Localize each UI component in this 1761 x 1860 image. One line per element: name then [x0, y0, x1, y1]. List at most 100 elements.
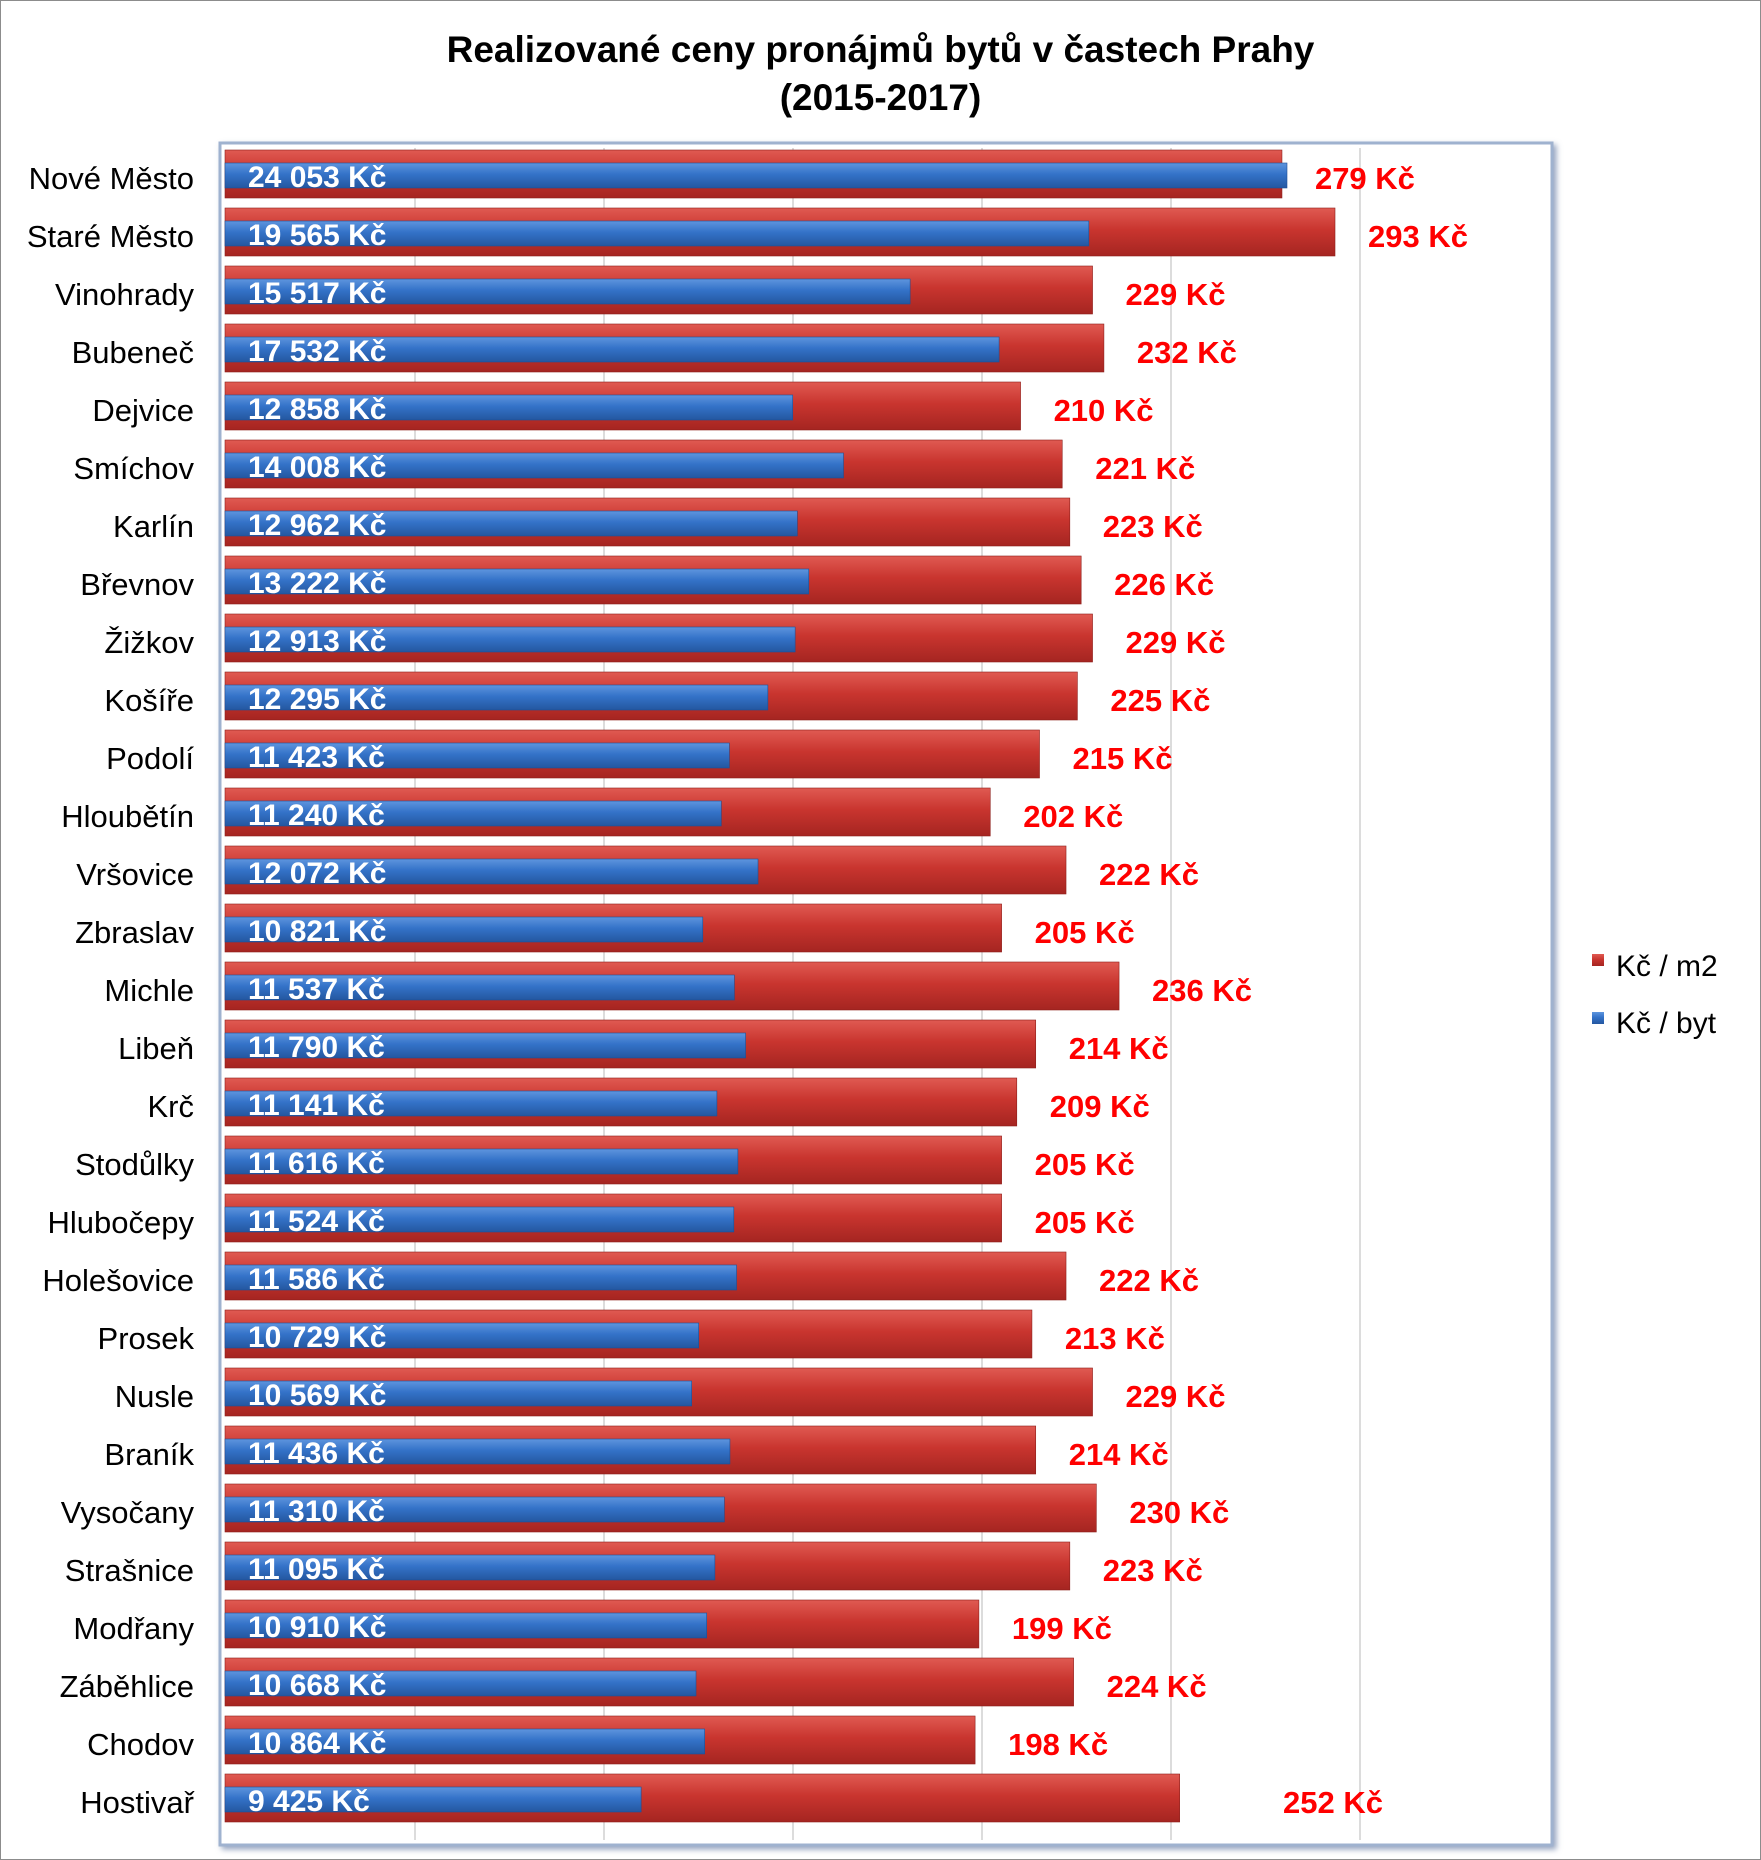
value-label-m2: 199 Kč	[1012, 1611, 1112, 1646]
category-label: Braník	[104, 1437, 194, 1472]
category-label: Modřany	[73, 1611, 194, 1646]
value-label-byt: 11 310 Kč	[248, 1495, 385, 1528]
value-label-byt: 11 095 Kč	[248, 1553, 385, 1586]
value-label-m2: 205 Kč	[1035, 1147, 1135, 1182]
value-label-byt: 12 962 Kč	[248, 509, 386, 542]
legend-swatch-m2	[1592, 954, 1604, 966]
bar-byt	[224, 394, 794, 421]
bar-byt	[224, 858, 759, 885]
value-label-m2: 215 Kč	[1073, 741, 1173, 776]
bar-byt	[224, 510, 798, 537]
value-label-m2: 209 Kč	[1050, 1089, 1150, 1124]
value-label-m2: 223 Kč	[1103, 509, 1203, 544]
category-label: Dejvice	[92, 393, 194, 428]
value-label-byt: 12 295 Kč	[248, 683, 386, 716]
value-label-m2: 225 Kč	[1110, 683, 1210, 718]
bar-byt	[224, 162, 1288, 189]
category-label: Bubeneč	[72, 335, 194, 370]
value-label-m2: 205 Kč	[1035, 915, 1135, 950]
labels: Nové Město 24 053 Kč 279 Kč Staré Město 19 5…	[27, 161, 1468, 1820]
value-label-byt: 11 240 Kč	[248, 799, 385, 832]
value-label-byt: 11 524 Kč	[248, 1205, 385, 1238]
bar-byt	[224, 1728, 705, 1755]
value-label-m2: 223 Kč	[1103, 1553, 1203, 1588]
category-label: Vinohrady	[55, 277, 195, 312]
value-label-m2: 202 Kč	[1023, 799, 1123, 834]
category-label: Záběhlice	[60, 1669, 194, 1704]
value-label-byt: 19 565 Kč	[248, 219, 386, 252]
value-label-byt: 13 222 Kč	[248, 567, 386, 600]
category-label: Krč	[148, 1089, 195, 1124]
category-label: Smíchov	[73, 451, 194, 486]
value-label-byt: 11 586 Kč	[248, 1263, 385, 1296]
value-label-byt: 11 423 Kč	[248, 741, 385, 774]
legend-label-m2: Kč / m2	[1616, 950, 1718, 983]
bar-byt	[224, 568, 810, 595]
value-label-m2: 214 Kč	[1069, 1031, 1169, 1066]
value-label-m2: 222 Kč	[1099, 1263, 1199, 1298]
legend-label-byt: Kč / byt	[1616, 1007, 1717, 1040]
value-label-byt: 12 858 Kč	[248, 393, 386, 426]
value-label-m2: 214 Kč	[1069, 1437, 1169, 1472]
chart-subtitle: (2015-2017)	[779, 77, 982, 118]
value-label-byt: 15 517 Kč	[248, 277, 386, 310]
category-label: Košíře	[104, 683, 194, 718]
value-label-m2: 224 Kč	[1107, 1669, 1207, 1704]
bar-byt	[224, 1264, 737, 1291]
value-label-m2: 222 Kč	[1099, 857, 1199, 892]
bar-byt	[224, 220, 1090, 247]
category-label: Podolí	[106, 741, 194, 776]
value-label-m2: 229 Kč	[1126, 1379, 1226, 1414]
bar-byt	[224, 1438, 731, 1465]
value-label-byt: 9 425 Kč	[248, 1785, 370, 1818]
bar-byt	[224, 1148, 739, 1175]
bar-byt	[224, 1032, 746, 1059]
value-label-m2: 205 Kč	[1035, 1205, 1135, 1240]
category-label: Hostivař	[80, 1785, 194, 1820]
value-label-byt: 10 864 Kč	[248, 1727, 386, 1760]
category-label: Staré Město	[27, 219, 194, 254]
value-label-byt: 10 729 Kč	[248, 1321, 386, 1354]
value-label-byt: 24 053 Kč	[248, 161, 386, 194]
bar-byt	[224, 1612, 708, 1639]
category-label: Holešovice	[42, 1263, 194, 1298]
bar-byt	[224, 1554, 716, 1581]
category-label: Vysočany	[61, 1495, 195, 1530]
value-label-m2: 221 Kč	[1095, 451, 1195, 486]
category-label: Nusle	[115, 1379, 194, 1414]
value-label-byt: 10 821 Kč	[248, 915, 386, 948]
value-label-m2: 229 Kč	[1126, 625, 1226, 660]
value-label-byt: 10 668 Kč	[248, 1669, 386, 1702]
bar-byt	[224, 1496, 725, 1523]
value-label-m2: 236 Kč	[1152, 973, 1252, 1008]
bar-byt	[224, 278, 911, 305]
value-label-byt: 12 913 Kč	[248, 625, 386, 658]
bar-byt	[224, 336, 1000, 363]
bar-byt	[224, 800, 722, 827]
bar-byt	[224, 1322, 700, 1349]
value-label-byt: 12 072 Kč	[248, 857, 386, 890]
value-label-m2: 232 Kč	[1137, 335, 1237, 370]
category-label: Zbraslav	[75, 915, 194, 950]
value-label-m2: 213 Kč	[1065, 1321, 1165, 1356]
category-label: Stodůlky	[75, 1147, 194, 1182]
value-label-byt: 10 569 Kč	[248, 1379, 386, 1412]
bars	[224, 149, 1336, 1823]
category-label: Prosek	[98, 1321, 195, 1356]
chart-title: Realizované ceny pronájmů bytů v častech…	[446, 29, 1315, 70]
value-label-m2: 230 Kč	[1129, 1495, 1229, 1530]
value-label-m2: 279 Kč	[1315, 161, 1415, 196]
category-label: Nové Město	[29, 161, 194, 196]
category-label: Hlubočepy	[48, 1205, 195, 1240]
value-label-byt: 11 436 Kč	[248, 1437, 385, 1470]
value-label-byt: 11 537 Kč	[248, 973, 385, 1006]
value-label-m2: 210 Kč	[1054, 393, 1154, 428]
value-label-m2: 229 Kč	[1126, 277, 1226, 312]
legend: Kč / m2 Kč / byt	[1592, 950, 1718, 1040]
value-label-byt: 11 616 Kč	[248, 1147, 385, 1180]
bar-byt	[224, 1786, 642, 1813]
value-label-byt: 11 790 Kč	[248, 1031, 385, 1064]
bar-byt	[224, 626, 796, 653]
category-label: Žižkov	[104, 625, 194, 660]
